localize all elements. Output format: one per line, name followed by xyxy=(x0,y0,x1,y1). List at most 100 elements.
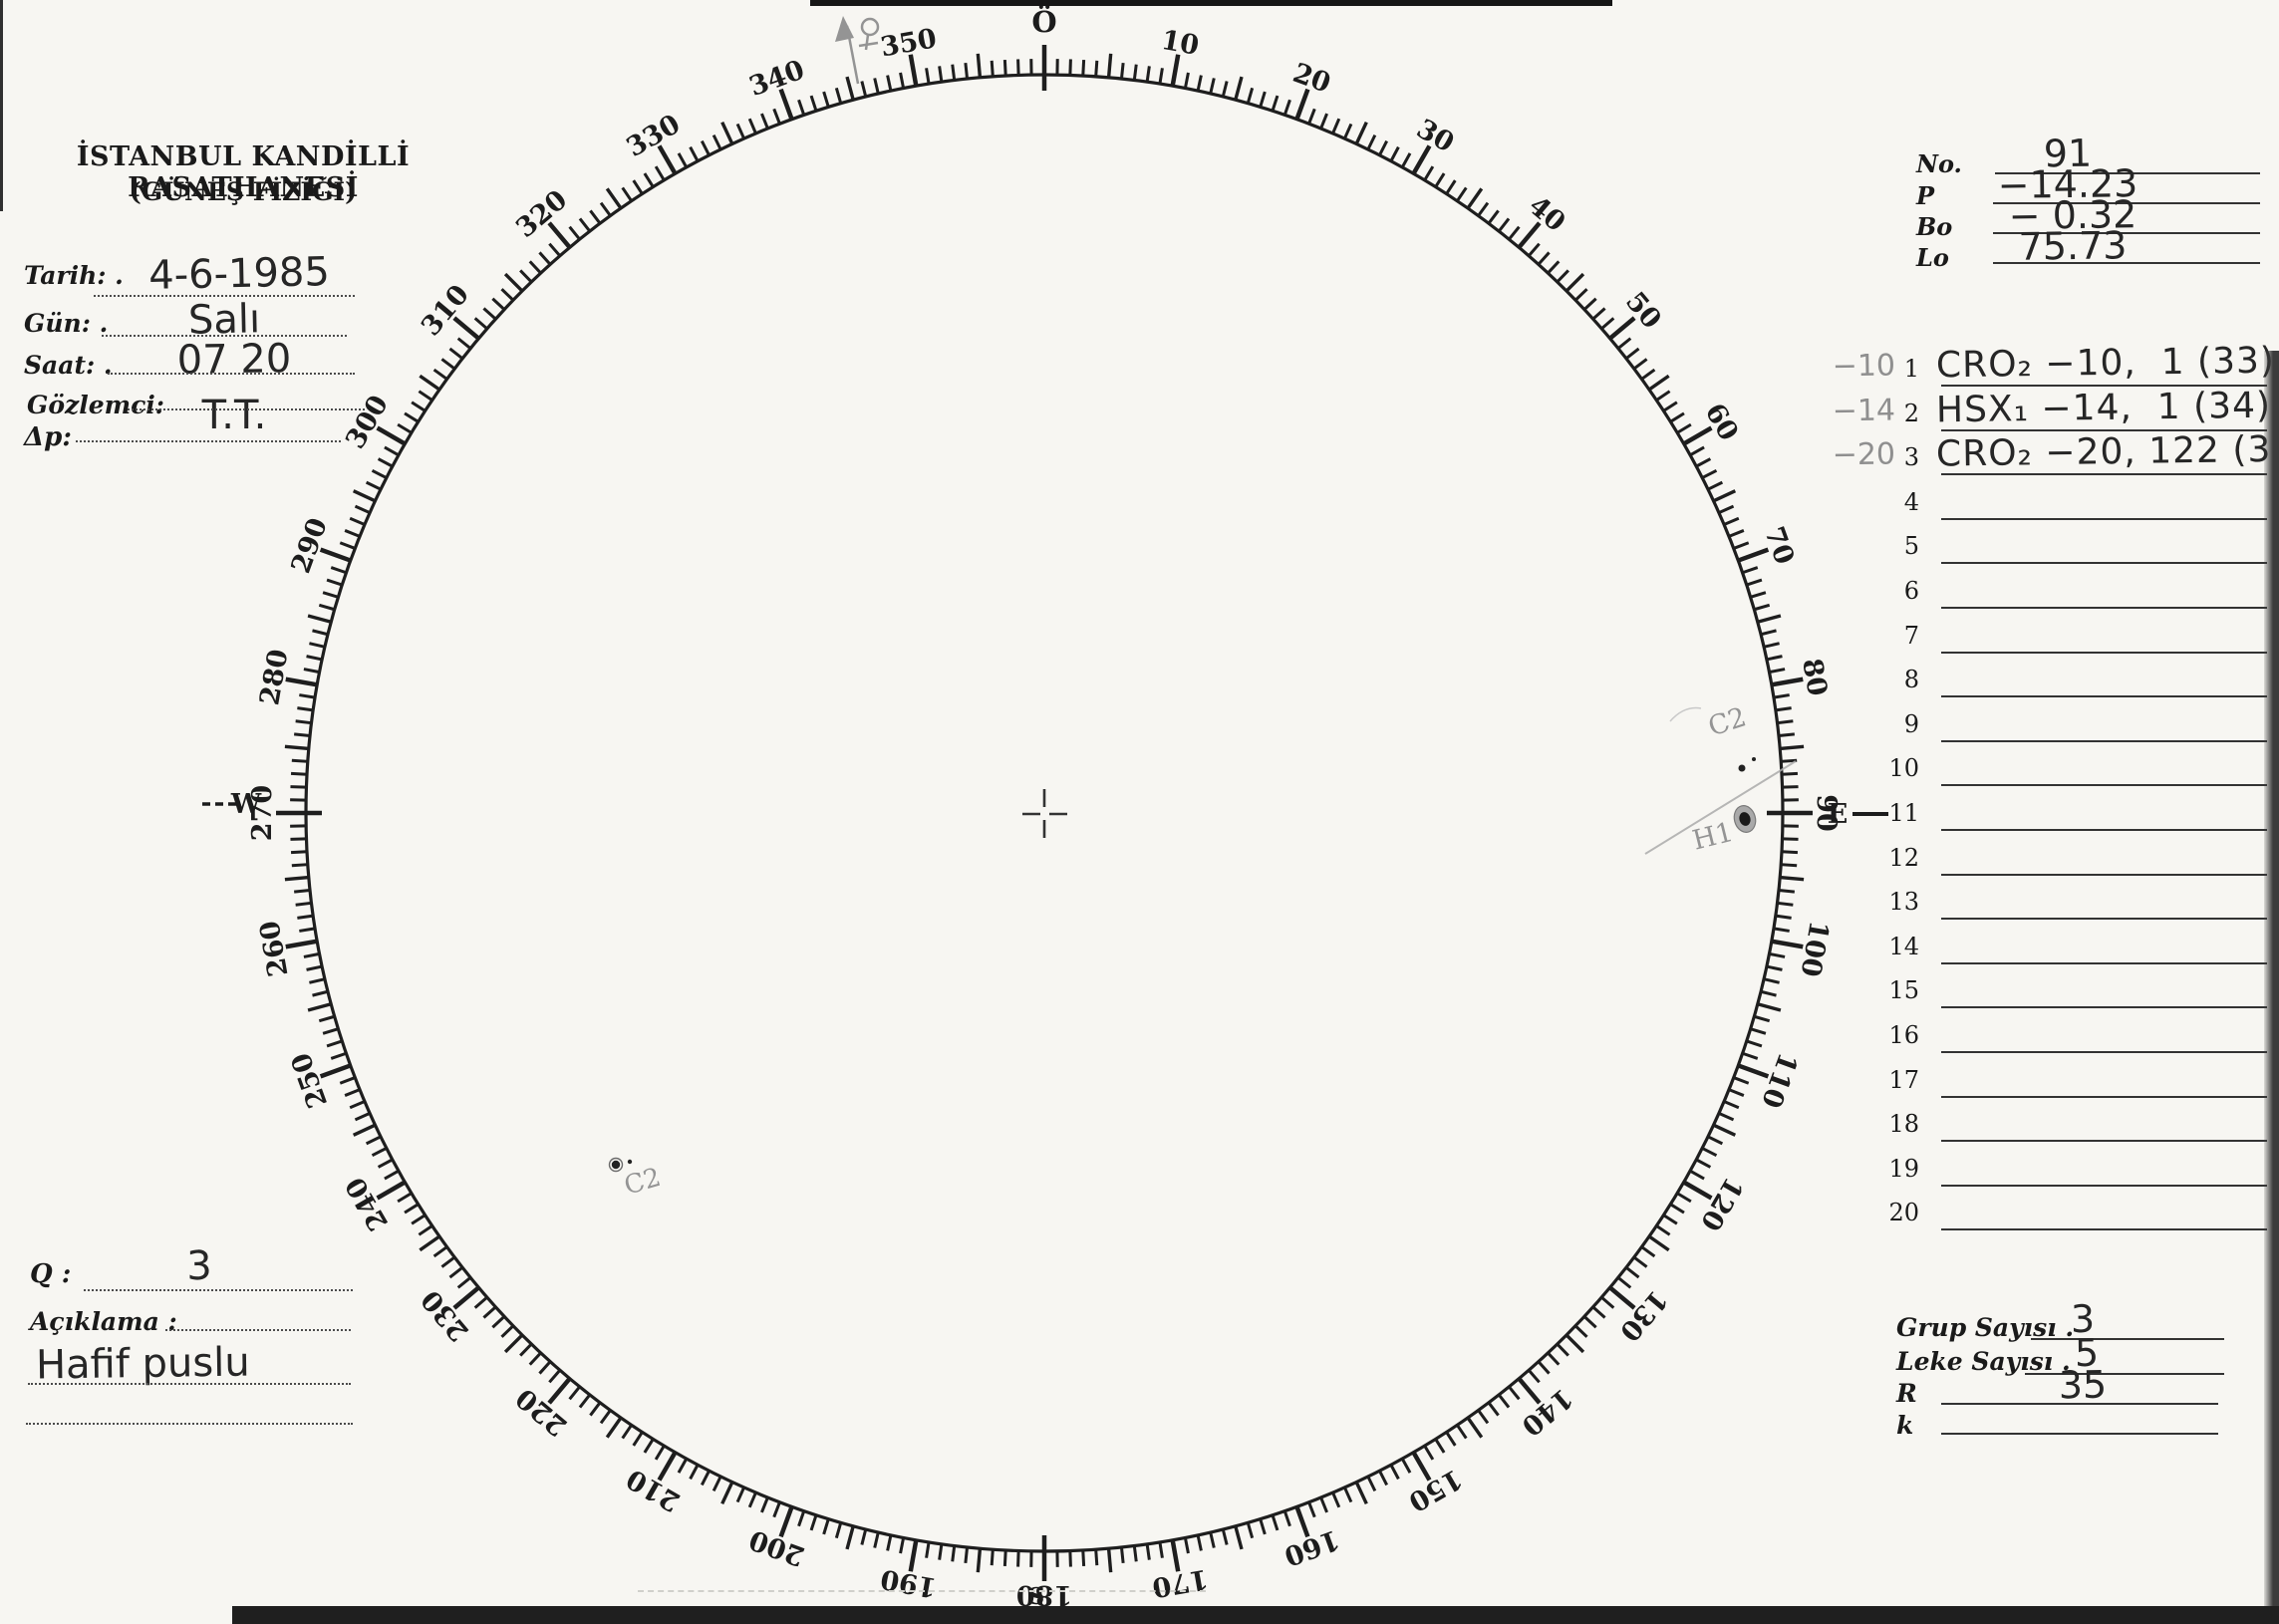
degree-tick xyxy=(1487,1401,1500,1417)
cardinal-south-label: S xyxy=(1028,1581,1045,1608)
degree-tick xyxy=(1600,1296,1615,1309)
degree-tick xyxy=(1718,504,1735,514)
degree-tick xyxy=(418,390,433,402)
degree-label: 80 xyxy=(1796,657,1833,698)
quality-value: 3 xyxy=(185,1242,213,1290)
degree-tick xyxy=(519,1342,533,1357)
degree-tick xyxy=(312,629,329,637)
group-row-line xyxy=(1941,1095,2267,1098)
degree-tick xyxy=(1750,1027,1767,1035)
degree-tick xyxy=(1616,337,1632,350)
degree-tick xyxy=(1016,1550,1020,1567)
degree-tick xyxy=(1271,1514,1280,1531)
degree-tick xyxy=(1170,1539,1181,1572)
degree-tick xyxy=(1775,706,1792,712)
group-row-line xyxy=(1941,918,2267,921)
day-label: Gün: . xyxy=(24,309,109,338)
degree-tick xyxy=(1537,1360,1551,1375)
degree-tick xyxy=(1378,139,1389,156)
degree-tick xyxy=(1676,422,1692,434)
degree-label: 280 xyxy=(254,647,294,707)
degree-tick xyxy=(1771,677,1804,687)
bo-line xyxy=(1993,232,2260,234)
degree-tick xyxy=(1769,951,1786,958)
degree-tick xyxy=(677,1458,689,1474)
degree-tick xyxy=(1068,1550,1072,1567)
degree-tick xyxy=(411,401,427,412)
degree-tick xyxy=(377,1158,394,1169)
degree-tick xyxy=(1307,108,1316,125)
spot-count-line xyxy=(2025,1373,2224,1375)
degree-tick xyxy=(1707,480,1724,491)
degree-tick xyxy=(376,425,407,446)
degree-tick xyxy=(1354,1481,1368,1505)
degree-tick xyxy=(1331,118,1341,135)
degree-tick xyxy=(318,1014,336,1023)
degree-tick xyxy=(712,1476,722,1492)
degree-tick xyxy=(1081,1549,1086,1567)
degree-tick xyxy=(1466,1417,1484,1439)
degree-tick xyxy=(538,1360,552,1375)
degree-tick xyxy=(605,1417,623,1439)
degree-tick xyxy=(654,165,666,181)
degree-tick xyxy=(1537,251,1551,266)
degree-tick xyxy=(299,927,316,933)
degree-tick xyxy=(822,1518,830,1535)
degree-tick xyxy=(772,1501,781,1518)
degree-tick xyxy=(1389,1464,1400,1481)
group-label-c2-east: C2 xyxy=(1705,701,1751,742)
degree-tick xyxy=(1771,939,1804,949)
degree-tick xyxy=(1002,59,1007,77)
degree-tick xyxy=(886,75,893,92)
degree-tick xyxy=(1624,1266,1640,1279)
degree-tick xyxy=(448,347,464,360)
degree-tick xyxy=(293,888,311,894)
degree-tick xyxy=(1528,1369,1541,1384)
group-row-line xyxy=(1941,385,2267,387)
degree-tick xyxy=(632,1431,644,1447)
degree-tick xyxy=(1547,260,1561,275)
sunspot-h1-umbra xyxy=(1739,812,1751,826)
degree-tick xyxy=(1423,1445,1435,1461)
degree-label: 70 xyxy=(1758,523,1800,569)
degree-tick xyxy=(285,677,318,687)
remarks-note-line xyxy=(28,1383,351,1385)
degree-tick xyxy=(1319,113,1328,130)
degree-tick xyxy=(1701,468,1718,479)
degree-tick xyxy=(1209,1531,1216,1548)
degree-tick xyxy=(747,1491,757,1508)
degree-label: 240 xyxy=(340,1172,395,1235)
degree-tick xyxy=(1556,1342,1569,1357)
degree-tick xyxy=(1508,225,1521,241)
group-count-label: Grup Sayısı . xyxy=(1896,1313,2075,1342)
bo-label: Bo xyxy=(1916,212,1953,241)
degree-tick xyxy=(456,337,472,350)
date-line xyxy=(94,295,355,297)
degree-tick xyxy=(295,719,312,725)
degree-tick xyxy=(1411,144,1432,175)
degree-label: 120 xyxy=(1694,1172,1749,1235)
group-row-line xyxy=(1941,695,2267,698)
degree-tick xyxy=(657,1451,678,1482)
degree-tick xyxy=(1757,1002,1782,1012)
degree-tick xyxy=(418,1224,433,1236)
degree-label: 300 xyxy=(340,391,395,454)
degree-tick xyxy=(908,1539,919,1572)
degree-tick xyxy=(503,1333,524,1354)
degree-tick xyxy=(1259,91,1267,108)
degree-tick xyxy=(1766,964,1783,971)
degree-label: 130 xyxy=(1613,1284,1673,1347)
degree-tick xyxy=(1573,1324,1588,1338)
degree-tick xyxy=(1742,1051,1759,1060)
group-row-line xyxy=(1941,784,2267,787)
degree-tick xyxy=(1780,875,1805,882)
r-value: 35 xyxy=(2058,1362,2108,1408)
degree-label: 40 xyxy=(1523,190,1571,238)
group-row-number: 17 xyxy=(1888,1065,1919,1094)
degree-tick xyxy=(845,76,855,101)
degree-tick xyxy=(1400,1458,1412,1474)
degree-tick xyxy=(384,1169,400,1181)
degree-tick xyxy=(1682,1180,1713,1201)
degree-tick xyxy=(473,1296,488,1309)
